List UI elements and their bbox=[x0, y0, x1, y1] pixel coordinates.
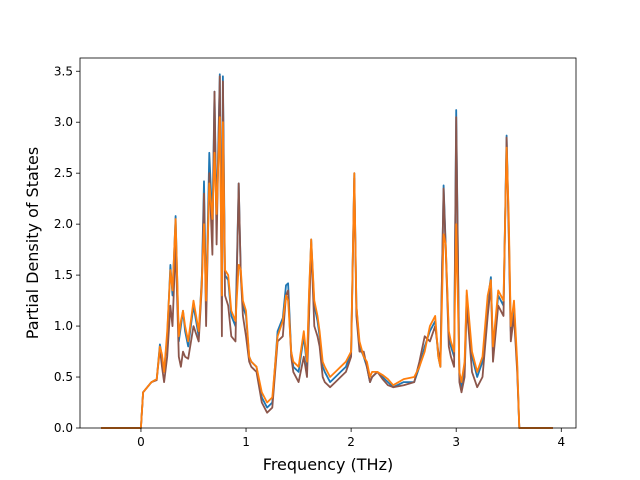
plot-frame bbox=[79, 57, 577, 429]
series-layer bbox=[101, 73, 553, 429]
y-tick-label: 1.0 bbox=[54, 319, 73, 333]
y-tick-label: 0.5 bbox=[54, 370, 73, 384]
x-tick-label: 3 bbox=[452, 435, 460, 449]
y-tick-label: 3.5 bbox=[54, 64, 73, 78]
x-axis-label: Frequency (THz) bbox=[263, 455, 393, 474]
y-tick-label: 2.5 bbox=[54, 166, 73, 180]
x-tick-label: 4 bbox=[557, 435, 565, 449]
x-tick-label: 1 bbox=[242, 435, 250, 449]
x-axis: 0 1 2 3 4 bbox=[137, 428, 565, 449]
y-tick-label: 0.0 bbox=[54, 421, 73, 435]
x-tick-label: 0 bbox=[137, 435, 145, 449]
y-tick-label: 3.0 bbox=[54, 115, 73, 129]
y-tick-label: 1.5 bbox=[54, 268, 73, 282]
y-axis-label: Partial Density of States bbox=[23, 147, 42, 339]
series-line-2 bbox=[101, 116, 553, 429]
x-tick-label: 2 bbox=[347, 435, 355, 449]
y-tick-label: 2.0 bbox=[54, 217, 73, 231]
y-axis: 0.0 0.5 1.0 1.5 2.0 2.5 3.0 3.5 bbox=[54, 64, 80, 435]
